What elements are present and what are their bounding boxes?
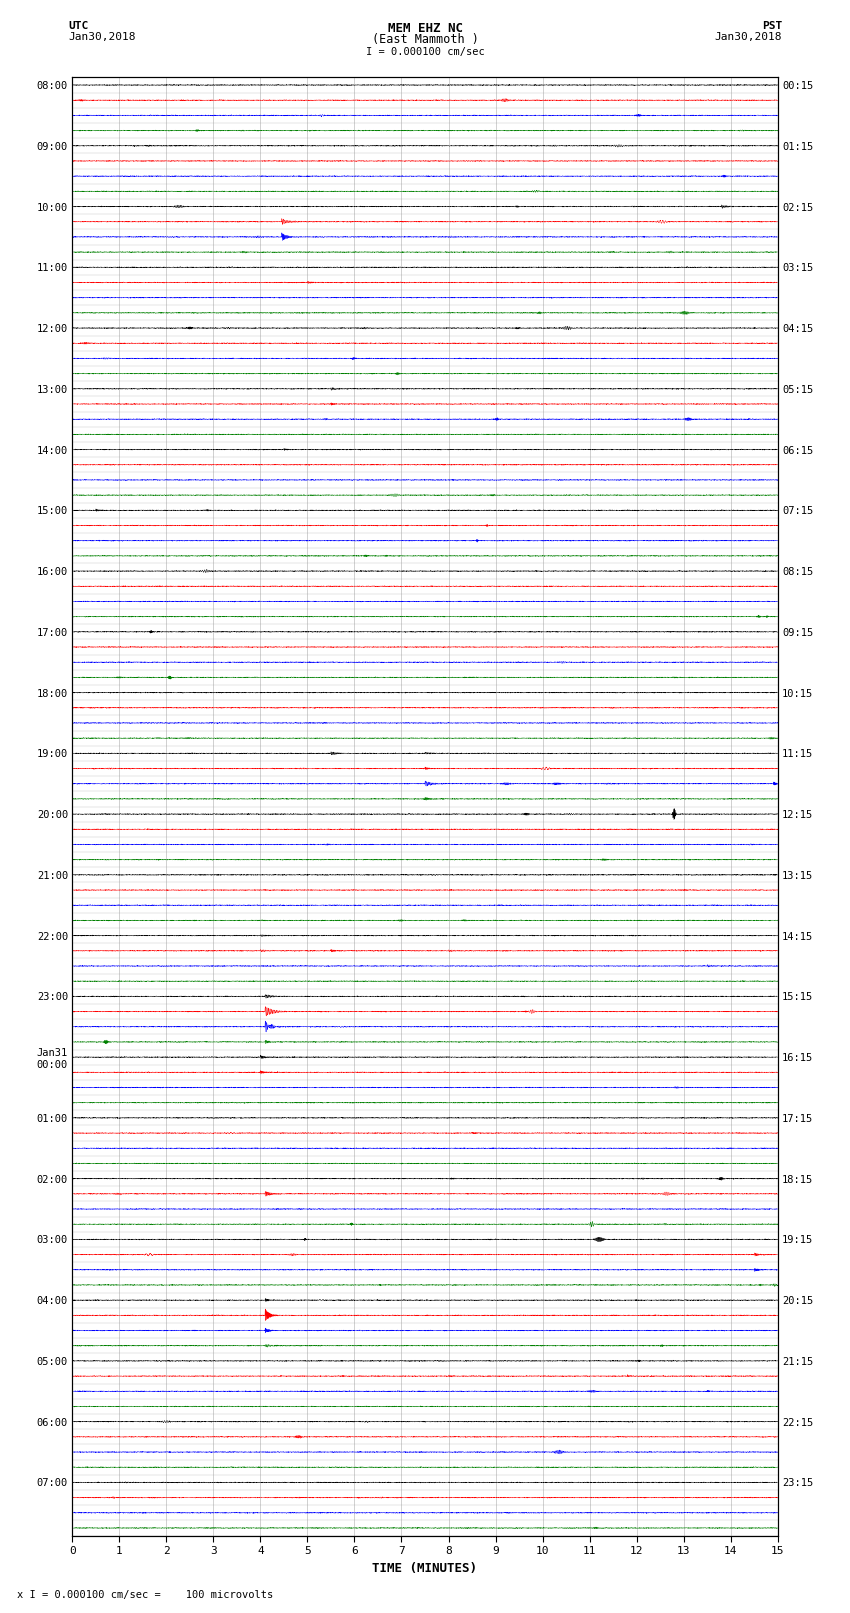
Text: Jan30,2018: Jan30,2018 xyxy=(68,32,135,42)
Text: MEM EHZ NC: MEM EHZ NC xyxy=(388,21,462,35)
X-axis label: TIME (MINUTES): TIME (MINUTES) xyxy=(372,1561,478,1574)
Text: PST: PST xyxy=(762,21,782,31)
Text: UTC: UTC xyxy=(68,21,88,31)
Text: I = 0.000100 cm/sec: I = 0.000100 cm/sec xyxy=(366,47,484,58)
Text: (East Mammoth ): (East Mammoth ) xyxy=(371,32,479,45)
Text: Jan30,2018: Jan30,2018 xyxy=(715,32,782,42)
Text: x I = 0.000100 cm/sec =    100 microvolts: x I = 0.000100 cm/sec = 100 microvolts xyxy=(17,1590,273,1600)
